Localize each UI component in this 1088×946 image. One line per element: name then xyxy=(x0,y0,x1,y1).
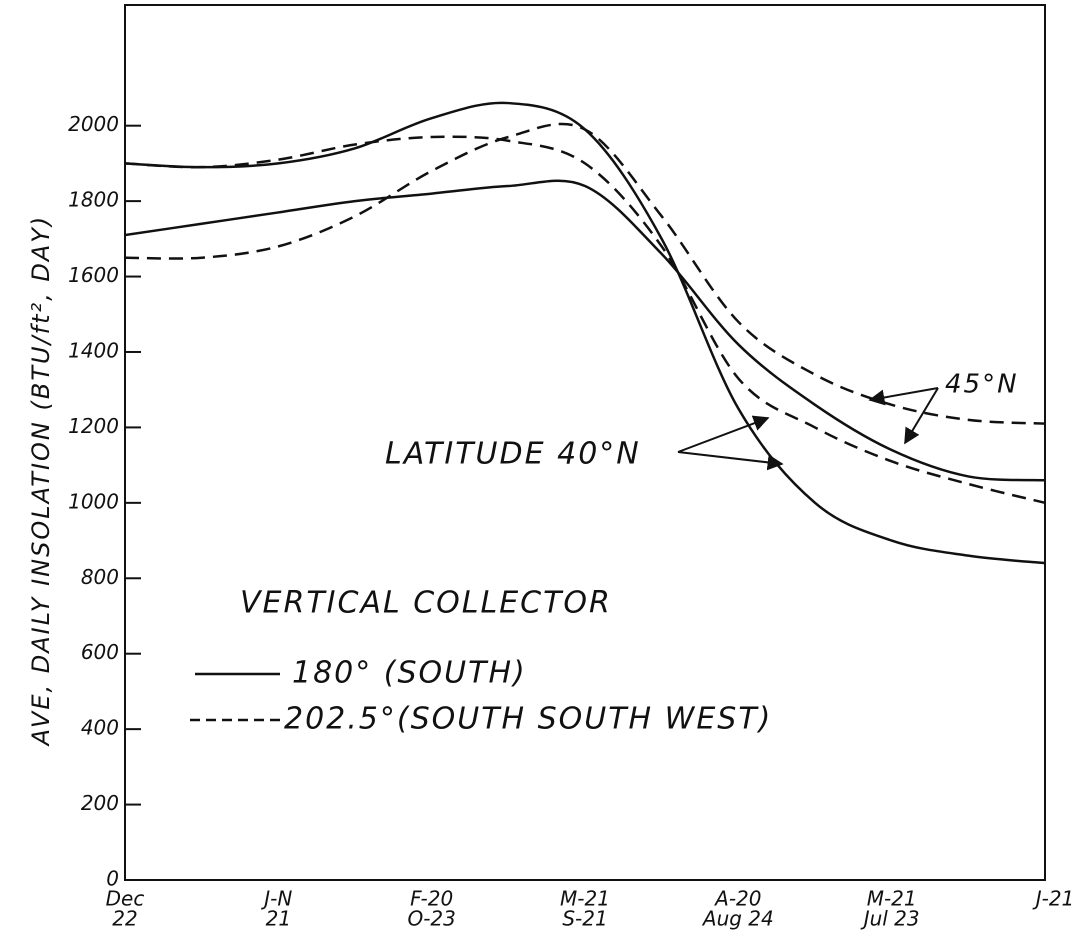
annotation-arrow xyxy=(868,387,939,406)
y-tick-label: 400 xyxy=(81,716,119,740)
y-tick-label: 1800 xyxy=(68,188,119,212)
x-tick-label: Dec xyxy=(106,887,145,911)
x-tick-label: Aug 24 xyxy=(701,907,774,931)
x-tick-label: S-21 xyxy=(562,907,607,931)
y-axis-label: AVE, DAILY INSOLATION (BTU/ft², DAY) xyxy=(27,215,55,748)
x-tick-label: M-21 xyxy=(560,887,610,911)
plot-frame xyxy=(124,4,1046,881)
legend-title: VERTICAL COLLECTOR xyxy=(240,586,612,621)
series-line xyxy=(124,135,1046,505)
annotation: 45°N xyxy=(945,370,1019,400)
y-tick-label: 200 xyxy=(81,791,119,815)
x-tick-label: 22 xyxy=(112,907,137,931)
x-tick-label: M-21 xyxy=(867,887,917,911)
x-tick-label: F-20 xyxy=(410,887,453,911)
legend-label: 202.5°(SOUTH SOUTH WEST) xyxy=(284,702,772,737)
annotation-arrow xyxy=(677,451,784,471)
y-tick-label: 0 xyxy=(106,867,119,891)
y-tick-label: 2000 xyxy=(68,112,119,136)
y-tick-label: 1600 xyxy=(68,263,119,287)
y-tick-label: 1000 xyxy=(68,489,119,513)
x-tick-label: O-23 xyxy=(407,907,455,931)
legend-label: 180° (SOUTH) xyxy=(292,656,527,691)
x-tick-label: A-20 xyxy=(713,887,761,911)
series-line xyxy=(124,122,1046,425)
annotation-arrow xyxy=(904,387,939,445)
y-tick-label: 800 xyxy=(81,565,119,589)
y-tick-label: 1200 xyxy=(68,414,119,438)
y-tick-label: 600 xyxy=(81,640,119,664)
x-tick-label: Jul 23 xyxy=(860,907,920,931)
annotation: LATITUDE 40°N xyxy=(385,437,641,472)
x-tick-label: 21 xyxy=(266,907,291,931)
annotation-arrow xyxy=(677,415,770,453)
series-line xyxy=(124,179,1046,482)
x-tick-label: J-21 xyxy=(1032,887,1075,911)
y-tick-label: 1400 xyxy=(68,338,119,362)
series-line xyxy=(124,101,1046,565)
x-tick-label: J-N xyxy=(260,887,292,911)
